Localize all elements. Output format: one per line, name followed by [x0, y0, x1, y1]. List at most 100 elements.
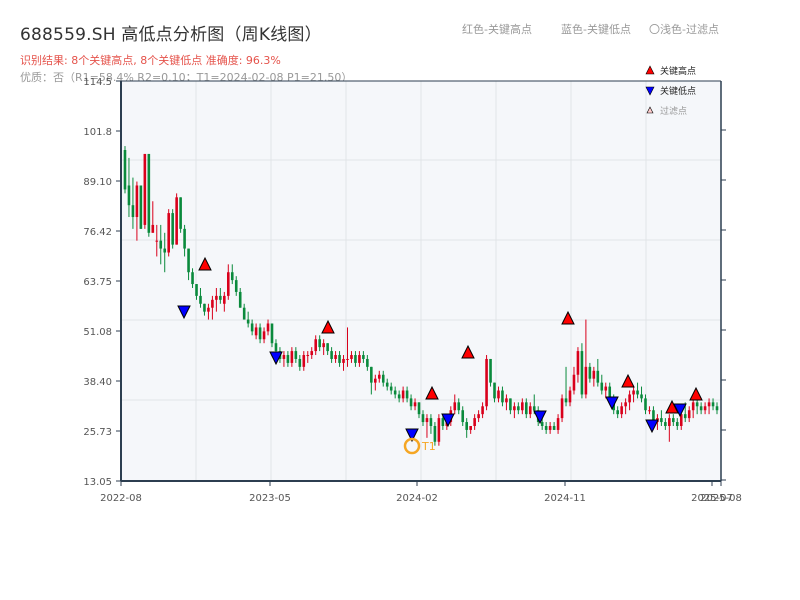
candle: [616, 406, 619, 419]
candle: [703, 402, 707, 415]
candle: [358, 351, 361, 367]
candle: [318, 335, 321, 352]
key-low-marker: [177, 305, 191, 320]
candle: [409, 394, 413, 411]
candle: [588, 362, 592, 383]
candle: [282, 351, 286, 367]
candle: [350, 351, 353, 363]
candle: [564, 366, 568, 407]
legend-item-label: 过滤点: [660, 105, 687, 117]
candle: [167, 209, 170, 257]
candle: [675, 418, 679, 430]
key-low-marker: [405, 428, 419, 443]
candle: [310, 347, 314, 359]
candle: [131, 177, 135, 229]
candle: [576, 347, 580, 383]
candle: [258, 323, 262, 344]
result-summary: 识别结果: 8个关键高点, 8个关键低点 准确度: 96.3%: [20, 54, 281, 67]
x-tick-label: 2025-08: [700, 493, 742, 504]
y-tick-label: 63.75: [83, 277, 112, 288]
legend-light-note: 〇浅色-过滤点: [649, 23, 719, 36]
key-high-marker: [198, 256, 212, 271]
candle: [242, 303, 246, 320]
key-low-marker: [605, 396, 619, 411]
candle: [207, 303, 210, 320]
candle: [127, 157, 131, 218]
chart-title: 688559.SH 高低点分析图（周K线图）: [20, 25, 322, 45]
x-tick-label: 2025-07: [691, 493, 733, 504]
candle: [183, 224, 186, 257]
candle: [552, 422, 556, 430]
candle: [223, 291, 226, 312]
candle: [298, 355, 302, 371]
candle: [246, 311, 250, 328]
candle: [640, 386, 643, 403]
candle: [596, 358, 600, 387]
candle: [540, 418, 544, 430]
candle: [477, 410, 480, 423]
candle: [302, 351, 306, 371]
y-tick-label: 25.73: [83, 427, 112, 438]
candle: [695, 398, 699, 415]
key-low-marker: [645, 419, 659, 434]
candle: [624, 398, 627, 415]
candle: [334, 351, 337, 363]
y-tick-label: 51.08: [83, 327, 112, 338]
candle: [437, 414, 441, 446]
candle: [417, 402, 421, 419]
candle: [143, 153, 147, 229]
candle: [397, 390, 401, 403]
candle: [560, 394, 564, 423]
candle: [672, 414, 675, 426]
candle: [381, 370, 385, 387]
candle: [505, 394, 508, 411]
candle: [524, 398, 528, 419]
candle: [191, 268, 194, 288]
y-tick-label: 38.40: [83, 377, 112, 388]
candle: [620, 402, 623, 419]
candle: [660, 410, 663, 426]
candle: [632, 386, 635, 403]
key-low-marker: [533, 410, 547, 425]
candle: [187, 248, 190, 281]
candle: [648, 406, 651, 415]
candle: [346, 327, 349, 367]
candle: [393, 386, 397, 399]
candle: [374, 374, 377, 391]
candle: [326, 343, 329, 356]
candle: [179, 197, 182, 233]
candle: [699, 402, 703, 415]
candle: [362, 351, 365, 363]
candle: [250, 319, 254, 336]
candle: [234, 276, 238, 296]
candle: [433, 422, 437, 446]
candle: [413, 398, 417, 411]
candle: [314, 335, 318, 356]
candle: [513, 402, 516, 419]
candle: [707, 398, 711, 415]
candle: [139, 185, 143, 229]
candle: [509, 398, 512, 415]
candle: [600, 374, 604, 395]
candle: [664, 418, 667, 430]
candle: [377, 370, 381, 383]
key-high-marker: [425, 385, 439, 400]
y-tick-label: 89.10: [83, 177, 112, 188]
candle: [501, 386, 504, 407]
key-high-marker: [461, 344, 475, 359]
candle: [330, 347, 333, 363]
candle: [322, 339, 325, 356]
candle: [457, 398, 461, 415]
candle: [668, 414, 671, 442]
candle: [211, 295, 214, 320]
y-tick-label: 76.42: [83, 227, 112, 238]
candle: [175, 193, 178, 245]
legend-item-label: 关键高点: [660, 65, 696, 77]
candle: [556, 414, 560, 434]
candle: [147, 153, 151, 237]
candle: [230, 264, 234, 285]
candle: [262, 327, 266, 344]
candle: [286, 351, 290, 367]
candle: [421, 410, 425, 426]
